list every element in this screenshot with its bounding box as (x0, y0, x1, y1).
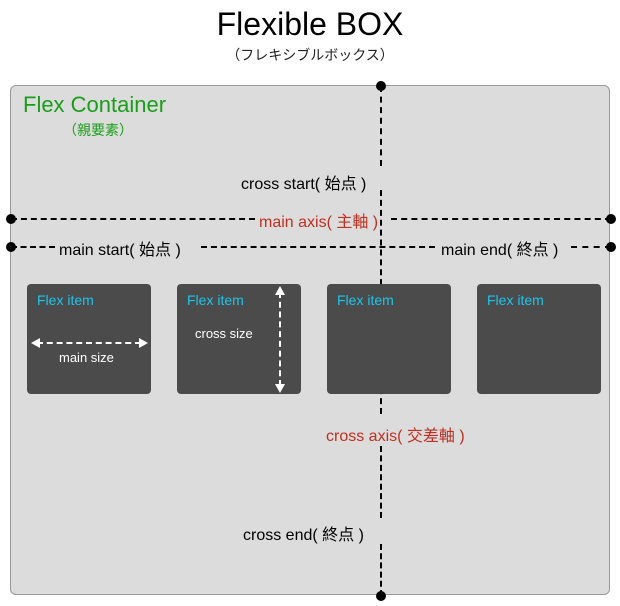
flex-item-label: Flex item (37, 292, 141, 308)
cross-size-arrow-down (275, 384, 285, 393)
cross-axis-line (380, 544, 382, 596)
main-axis-label: main axis( 主軸 ) (259, 208, 378, 232)
cross-start-dot (376, 81, 386, 91)
main-end-label: main end( 終点 ) (441, 236, 558, 260)
main-start-line (201, 246, 435, 248)
main-axis-right-dot (606, 214, 616, 224)
main-start-label: main start( 始点 ) (59, 236, 181, 260)
cross-axis-label: cross axis( 交差軸 ) (326, 422, 465, 446)
main-size-arrow-left (31, 338, 40, 348)
flex-item: Flex item (477, 284, 601, 394)
container-sublabel: （親要素） (63, 120, 133, 140)
flex-container: Flex Container （親要素） cross start( 始点 ) c… (10, 85, 610, 595)
main-end-dot (606, 242, 616, 252)
flex-item: Flex item (327, 284, 451, 394)
main-axis-line (11, 218, 255, 220)
main-size-arrow-right (139, 338, 148, 348)
cross-size-label: cross size (195, 326, 253, 341)
main-end-line (571, 246, 611, 248)
page-subtitle: （フレキシブルボックス） (0, 45, 620, 65)
main-start-line (11, 246, 55, 248)
flex-item: Flex item main size (27, 284, 151, 394)
cross-end-label: cross end( 終点 ) (243, 521, 364, 545)
main-axis-line (391, 218, 611, 220)
main-start-dot (6, 242, 16, 252)
main-axis-left-dot (6, 214, 16, 224)
main-size-label: main size (59, 350, 114, 365)
container-label: Flex Container (23, 92, 166, 118)
flex-item-label: Flex item (487, 292, 591, 308)
cross-size-arrow-up (275, 286, 285, 295)
cross-end-dot (376, 591, 386, 601)
cross-axis-line (380, 86, 382, 166)
flex-item: Flex item cross size (177, 284, 301, 394)
cross-axis-line (380, 446, 382, 518)
page-title: Flexible BOX (0, 0, 620, 43)
cross-size-line (279, 292, 281, 386)
main-size-line (37, 342, 141, 344)
flex-item-label: Flex item (337, 292, 441, 308)
cross-start-label: cross start( 始点 ) (241, 170, 366, 194)
